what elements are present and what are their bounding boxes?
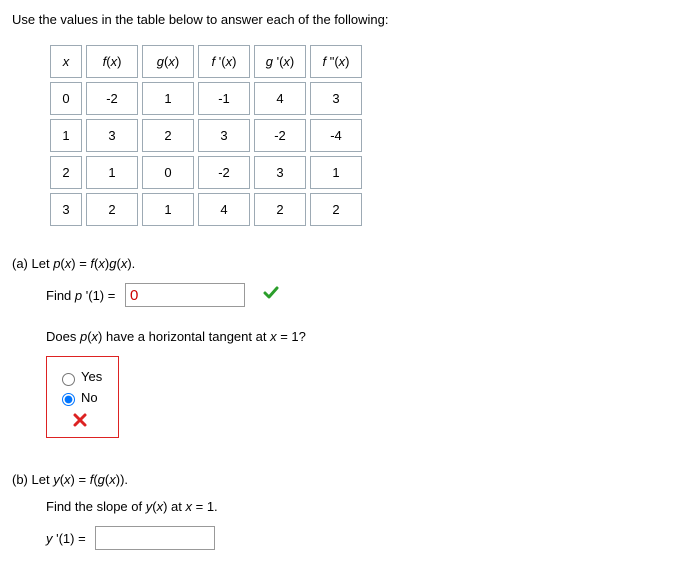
col-gx: g(x) <box>142 45 194 78</box>
cell: -2 <box>86 82 138 115</box>
part-a: (a) Let p(x) = f(x)g(x). Find p '(1) = D… <box>12 256 667 438</box>
part-b-slope: Find the slope of y(x) at x = 1. <box>46 499 667 514</box>
cell: -4 <box>310 119 362 152</box>
cell: 3 <box>50 193 82 226</box>
table-row: 0 -2 1 -1 4 3 <box>50 82 362 115</box>
cell: 1 <box>310 156 362 189</box>
col-gprimex: g '(x) <box>254 45 306 78</box>
part-b-def: (b) Let y(x) = f(g(x)). <box>12 472 667 487</box>
part-a-radio: Yes No <box>46 356 667 438</box>
radio-yes-label: Yes <box>81 369 102 384</box>
cell: -1 <box>198 82 250 115</box>
col-fprimex: f '(x) <box>198 45 250 78</box>
table-row: 1 3 2 3 -2 -4 <box>50 119 362 152</box>
cell: 3 <box>86 119 138 152</box>
part-b: (b) Let y(x) = f(g(x)). Find the slope o… <box>12 472 667 550</box>
cell: 4 <box>198 193 250 226</box>
check-icon <box>263 285 279 306</box>
cell: 0 <box>142 156 194 189</box>
values-table-container: x f(x) g(x) f '(x) g '(x) f "(x) 0 -2 1 … <box>46 41 667 230</box>
cell: 0 <box>50 82 82 115</box>
cell: 2 <box>142 119 194 152</box>
col-x: x <box>50 45 82 78</box>
radio-yes[interactable] <box>62 373 75 386</box>
radio-no[interactable] <box>62 393 75 406</box>
col-fdprimex: f "(x) <box>310 45 362 78</box>
table-header-row: x f(x) g(x) f '(x) g '(x) f "(x) <box>50 45 362 78</box>
cell: 3 <box>198 119 250 152</box>
cell: -2 <box>254 119 306 152</box>
part-b-answer-input[interactable] <box>95 526 215 550</box>
cell: 2 <box>50 156 82 189</box>
radio-no-label: No <box>81 390 98 405</box>
cell: 2 <box>86 193 138 226</box>
cell: 1 <box>50 119 82 152</box>
part-a-def: (a) Let p(x) = f(x)g(x). <box>12 256 667 271</box>
wrong-icon <box>57 412 102 431</box>
radio-group-outline: Yes No <box>46 356 119 438</box>
radio-yes-line[interactable]: Yes <box>57 369 102 386</box>
part-a-tangent-q: Does p(x) have a horizontal tangent at x… <box>46 329 667 344</box>
values-table: x f(x) g(x) f '(x) g '(x) f "(x) 0 -2 1 … <box>46 41 366 230</box>
cell: 2 <box>254 193 306 226</box>
cell: -2 <box>198 156 250 189</box>
cell: 1 <box>142 193 194 226</box>
cell: 3 <box>254 156 306 189</box>
part-b-find: y '(1) = <box>46 526 667 550</box>
cell: 1 <box>142 82 194 115</box>
part-a-find: Find p '(1) = <box>46 283 667 307</box>
radio-no-line[interactable]: No <box>57 390 102 407</box>
table-row: 3 2 1 4 2 2 <box>50 193 362 226</box>
cell: 2 <box>310 193 362 226</box>
cell: 4 <box>254 82 306 115</box>
cell: 1 <box>86 156 138 189</box>
cell: 3 <box>310 82 362 115</box>
table-row: 2 1 0 -2 3 1 <box>50 156 362 189</box>
instruction-text: Use the values in the table below to ans… <box>12 12 667 27</box>
col-fx: f(x) <box>86 45 138 78</box>
part-a-answer-input[interactable] <box>125 283 245 307</box>
